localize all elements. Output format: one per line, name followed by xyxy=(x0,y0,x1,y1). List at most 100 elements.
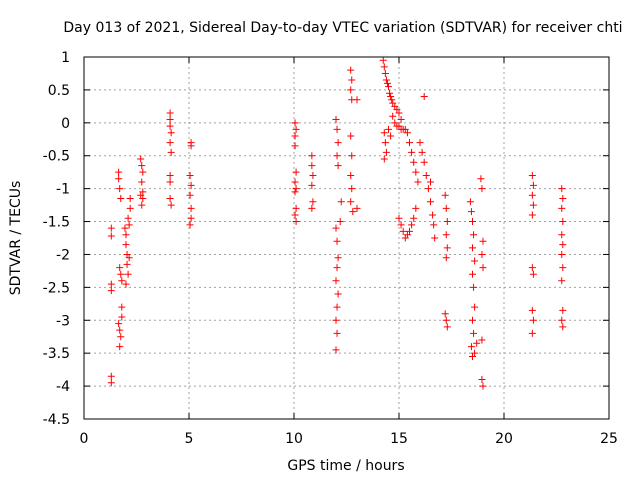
data-point xyxy=(479,264,487,272)
data-point xyxy=(166,122,174,130)
data-point xyxy=(116,343,124,351)
y-tick-label: -0.5 xyxy=(43,149,70,165)
data-point xyxy=(467,208,475,216)
data-point xyxy=(123,260,131,268)
data-point xyxy=(528,329,536,337)
data-point xyxy=(379,56,387,64)
data-point xyxy=(478,250,486,258)
data-point xyxy=(558,185,566,193)
data-point xyxy=(137,155,145,163)
y-tick-label: -2 xyxy=(56,247,70,263)
data-point xyxy=(424,185,432,193)
data-point xyxy=(559,323,567,331)
data-point xyxy=(467,343,475,351)
data-point xyxy=(559,306,567,314)
y-tick-label: 0 xyxy=(61,116,70,132)
data-point xyxy=(187,142,195,150)
data-point xyxy=(469,218,476,226)
x-tick-label: 20 xyxy=(495,431,513,447)
data-point xyxy=(334,254,342,262)
data-point xyxy=(347,132,355,140)
data-point xyxy=(348,185,356,193)
data-point xyxy=(412,168,420,176)
data-point xyxy=(124,270,132,278)
data-point xyxy=(383,79,391,87)
data-point xyxy=(559,264,567,272)
data-point xyxy=(442,316,450,324)
data-point xyxy=(479,237,487,245)
grid-lines xyxy=(84,57,609,419)
data-point xyxy=(332,316,340,324)
data-point xyxy=(166,116,174,124)
data-point xyxy=(469,270,476,278)
data-point xyxy=(122,280,130,288)
data-point xyxy=(469,244,476,252)
y-tick-label: -2.5 xyxy=(43,280,70,296)
data-point xyxy=(406,139,413,147)
data-point xyxy=(529,270,537,278)
data-point xyxy=(420,92,428,100)
data-point xyxy=(138,162,146,170)
data-point xyxy=(166,139,174,147)
x-tick-label: 0 xyxy=(80,431,89,447)
data-point xyxy=(385,125,392,133)
data-point xyxy=(122,231,130,239)
data-point xyxy=(126,195,134,203)
data-point xyxy=(107,224,115,232)
data-point xyxy=(381,69,389,77)
y-tick-label: -1.5 xyxy=(43,215,70,231)
data-point xyxy=(469,316,476,324)
data-point xyxy=(166,195,174,203)
data-point xyxy=(558,250,566,258)
data-point xyxy=(125,221,133,229)
data-point xyxy=(126,204,134,212)
data-point xyxy=(333,237,341,245)
data-point xyxy=(559,195,567,203)
data-point xyxy=(308,152,316,160)
y-tick-label: -1 xyxy=(56,182,70,198)
data-point xyxy=(558,316,566,324)
plot-frame xyxy=(83,56,610,420)
data-point xyxy=(107,287,115,295)
data-point xyxy=(387,92,395,100)
data-point xyxy=(333,303,341,311)
y-tick-label: -4 xyxy=(56,379,70,395)
data-point xyxy=(139,195,147,203)
data-point xyxy=(348,152,356,160)
data-point xyxy=(107,372,115,380)
data-point xyxy=(347,86,355,94)
x-axis-ticks: 0 5 10 15 20 25 xyxy=(80,57,618,447)
data-point xyxy=(333,125,341,133)
data-point xyxy=(528,306,536,314)
data-point xyxy=(382,76,390,84)
data-point xyxy=(139,168,147,176)
data-point xyxy=(167,129,175,137)
data-point xyxy=(167,201,175,209)
data-point xyxy=(117,270,125,278)
data-point xyxy=(389,112,397,120)
data-point xyxy=(116,185,124,193)
data-point xyxy=(441,191,449,199)
data-point xyxy=(333,152,341,160)
data-point xyxy=(471,303,479,311)
data-point xyxy=(308,181,316,189)
data-point xyxy=(470,231,478,239)
data-point xyxy=(332,224,340,232)
data-point xyxy=(558,204,566,212)
data-point xyxy=(117,333,125,341)
data-point xyxy=(349,208,357,216)
data-point xyxy=(309,198,317,206)
data-point xyxy=(430,221,438,229)
data-point xyxy=(414,178,422,186)
data-point xyxy=(292,125,300,133)
data-point xyxy=(422,171,430,179)
data-point xyxy=(291,142,299,150)
data-point xyxy=(186,221,194,229)
data-point xyxy=(442,204,450,212)
data-point xyxy=(473,339,481,347)
data-point xyxy=(442,254,450,262)
data-point xyxy=(408,148,416,156)
y-tick-label: -3 xyxy=(56,313,70,329)
data-point xyxy=(308,204,316,212)
